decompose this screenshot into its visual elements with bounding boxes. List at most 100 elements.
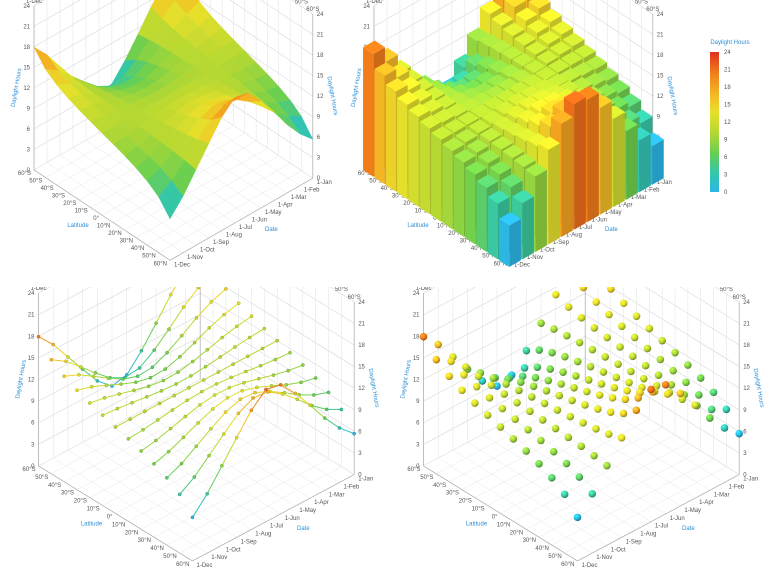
data-point	[49, 357, 54, 362]
data-sphere	[634, 394, 642, 402]
latitude-tick-label: 40°S	[433, 483, 446, 489]
bar-top	[444, 118, 466, 133]
z-tick-label: 18	[657, 53, 664, 59]
latitude-tick-label-top: 50°S	[295, 0, 308, 5]
data-sphere	[560, 490, 569, 499]
z-tick-label: 12	[317, 94, 324, 100]
latitude-series	[49, 287, 201, 380]
data-point	[222, 312, 226, 317]
date-tick-label: 1-Aug	[566, 232, 582, 238]
data-point	[165, 350, 169, 355]
data-sphere	[617, 433, 626, 442]
data-point	[280, 392, 285, 396]
bar-top	[463, 69, 486, 83]
z-tick-label: 6	[27, 127, 31, 133]
series-segment	[225, 398, 241, 413]
bar-top	[573, 44, 596, 58]
series-segment	[183, 422, 199, 438]
series-segment	[193, 455, 210, 478]
series-segment	[195, 428, 212, 447]
z-tick-label: 24	[413, 291, 420, 297]
series-segment	[212, 397, 228, 410]
data-point	[275, 338, 280, 343]
data-point	[102, 396, 107, 400]
data-sphere	[601, 353, 610, 361]
floor-gridline	[166, 458, 329, 546]
date-tick-label: 1-Dec	[197, 563, 213, 569]
date-tick-label-top: 1-Dec	[26, 0, 42, 5]
data-point	[266, 390, 270, 394]
z-tick-label: 21	[23, 24, 30, 30]
data-point	[288, 350, 292, 355]
date-tick-label: 1-Jul	[270, 524, 283, 530]
data-point	[62, 374, 66, 379]
date-tick-label: 1-Nov	[596, 555, 612, 561]
data-sphere	[577, 314, 586, 322]
series-segment	[148, 380, 164, 387]
bar-top	[508, 81, 531, 96]
data-point	[240, 388, 244, 393]
date-tick-label: 1-Jan	[657, 180, 672, 186]
floor-gridline	[538, 450, 701, 538]
date-tick-label: 1-Apr	[699, 500, 714, 506]
latitude-series	[62, 287, 228, 381]
color-legend-svg: Daylight Hours 24 21 18 15 12 9 6 3 0	[710, 40, 750, 196]
series-segment	[267, 391, 283, 395]
latitude-axis-title: Latitude	[407, 223, 429, 229]
bar-top	[549, 41, 572, 55]
data-point	[187, 385, 191, 390]
series-segment	[194, 327, 210, 343]
bar-face	[408, 110, 419, 207]
z-tick-label: 15	[23, 65, 30, 71]
data-point	[258, 363, 263, 368]
data-point	[216, 370, 221, 374]
bar-top	[513, 32, 536, 46]
data-point	[150, 365, 155, 370]
data-sphere	[695, 391, 703, 399]
data-point	[190, 515, 195, 520]
line-chart: 0 0 3 3 6 6 9 9 12 12 15 15 18 18 21 21 24 24 60°S 50°S 40°S…	[0, 287, 385, 587]
data-point	[189, 374, 193, 378]
axis-edge	[38, 465, 193, 562]
series-segment	[219, 346, 236, 358]
data-point	[117, 392, 122, 396]
series-segment	[242, 386, 258, 392]
data-sphere	[562, 331, 571, 340]
data-point	[244, 369, 248, 374]
latitude-tick-label: 40°S	[41, 186, 54, 192]
date-tick-label: 1-Jan	[317, 180, 332, 186]
latitude-tick-label: 10°S	[75, 209, 88, 215]
latitude-tick-label: 0°	[492, 514, 498, 520]
date-tick-label: 1-Oct	[611, 547, 626, 553]
z-gridline	[38, 287, 355, 346]
data-point	[194, 316, 199, 320]
data-sphere	[496, 423, 505, 431]
z-tick-label: 6	[416, 421, 420, 427]
data-sphere	[471, 399, 479, 407]
data-point	[201, 378, 206, 382]
date-tick-label-top: 1-Dec	[366, 0, 382, 5]
series-segment	[260, 359, 276, 367]
latitude-axis-title: Latitude	[81, 521, 103, 527]
series-segment	[153, 451, 170, 465]
data-point	[256, 376, 261, 381]
series-segment	[192, 349, 208, 362]
surface-chart: 0 0 3 3 6 6 9 9 12 12 15 15 18 18 21 21 24 24 60°S 50°S 40°S…	[0, 0, 340, 285]
bar-top	[513, 153, 536, 167]
series-segment	[203, 371, 219, 381]
floor-gridline	[153, 450, 316, 538]
latitude-series	[36, 287, 176, 388]
date-tick-label: 1-Jul	[579, 225, 592, 231]
series-segment	[192, 493, 208, 518]
data-sphere	[549, 447, 558, 456]
date-tick-label: 1-Mar	[329, 492, 345, 498]
bar-top	[419, 115, 442, 129]
series-segment	[166, 335, 183, 354]
bar-top	[489, 161, 512, 175]
series-segment	[144, 403, 160, 412]
date-tick-label: 1-Sep	[626, 539, 643, 545]
series-segment	[133, 385, 149, 391]
floor-gridline	[141, 442, 303, 530]
series-segment	[168, 437, 184, 453]
series-segment	[121, 381, 136, 385]
